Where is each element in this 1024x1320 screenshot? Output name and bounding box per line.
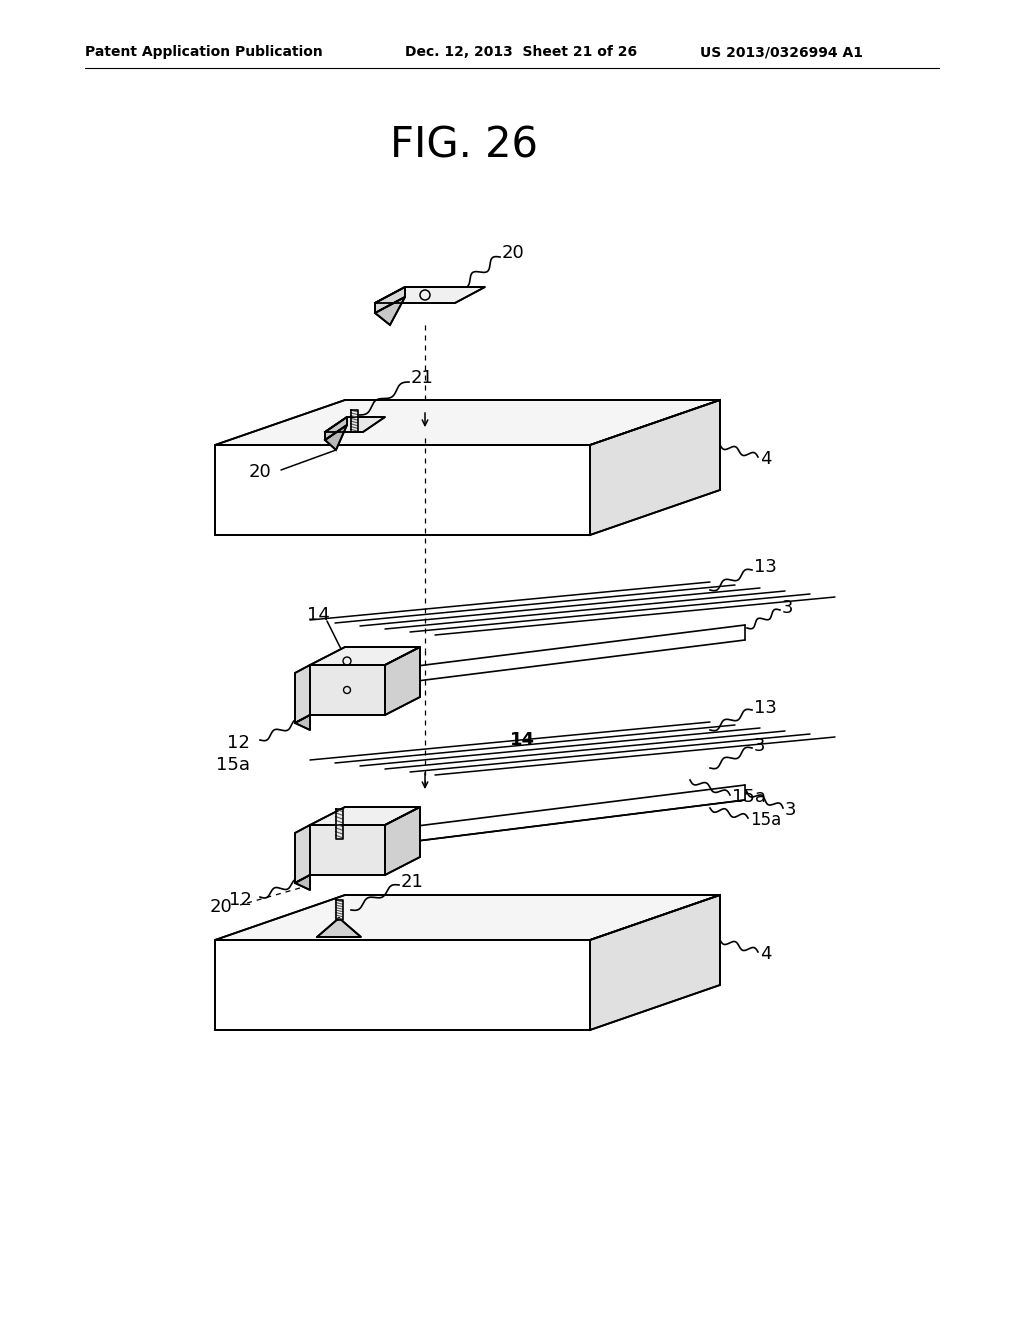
Polygon shape	[317, 917, 361, 937]
Text: 14: 14	[307, 606, 330, 624]
Polygon shape	[325, 425, 347, 450]
Polygon shape	[375, 297, 406, 325]
Text: 20: 20	[502, 244, 524, 261]
Polygon shape	[590, 895, 720, 1030]
Polygon shape	[215, 445, 590, 535]
Polygon shape	[325, 417, 347, 440]
Polygon shape	[295, 825, 310, 883]
Polygon shape	[295, 875, 310, 890]
Text: 4: 4	[760, 450, 771, 469]
Text: 15a: 15a	[732, 788, 766, 807]
Text: 20: 20	[248, 463, 271, 480]
Text: 12: 12	[229, 891, 252, 909]
Text: 15a: 15a	[216, 756, 250, 774]
Polygon shape	[375, 286, 406, 313]
Polygon shape	[385, 647, 420, 715]
Polygon shape	[310, 807, 420, 825]
Polygon shape	[295, 665, 310, 723]
Text: 20: 20	[209, 898, 232, 916]
Text: 13: 13	[754, 558, 777, 576]
Polygon shape	[215, 895, 720, 940]
Text: 13: 13	[754, 700, 777, 717]
Polygon shape	[325, 417, 385, 432]
Text: 3: 3	[785, 801, 797, 818]
Text: 14: 14	[510, 731, 535, 748]
Text: 21: 21	[401, 873, 424, 891]
Polygon shape	[310, 825, 385, 875]
Polygon shape	[590, 400, 720, 535]
Polygon shape	[215, 400, 720, 445]
Polygon shape	[385, 807, 420, 875]
Polygon shape	[310, 665, 385, 715]
Text: Dec. 12, 2013  Sheet 21 of 26: Dec. 12, 2013 Sheet 21 of 26	[406, 45, 637, 59]
Text: 3: 3	[782, 599, 794, 616]
Text: 21: 21	[411, 370, 434, 387]
Text: 12: 12	[227, 734, 250, 752]
Polygon shape	[295, 715, 310, 730]
Text: Patent Application Publication: Patent Application Publication	[85, 45, 323, 59]
Polygon shape	[215, 940, 590, 1030]
Text: US 2013/0326994 A1: US 2013/0326994 A1	[700, 45, 863, 59]
Text: 15a: 15a	[750, 810, 781, 829]
Polygon shape	[375, 286, 485, 304]
Polygon shape	[310, 647, 420, 665]
Text: FIG. 26: FIG. 26	[390, 124, 538, 166]
Text: 4: 4	[760, 945, 771, 964]
Text: 3: 3	[754, 737, 766, 755]
